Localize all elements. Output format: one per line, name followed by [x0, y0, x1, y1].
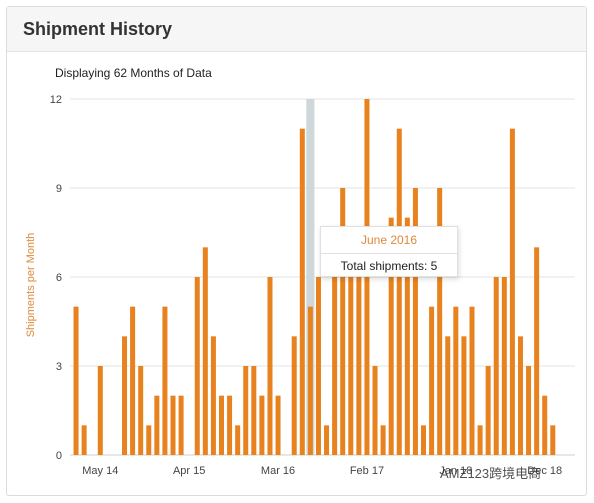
bar	[251, 366, 257, 455]
bar	[122, 336, 128, 455]
bar	[243, 366, 249, 455]
bar	[97, 366, 103, 455]
bar	[469, 306, 475, 455]
bar	[170, 395, 176, 455]
bar	[218, 395, 224, 455]
x-tick-label: Jan 18	[439, 465, 472, 477]
bar	[162, 306, 168, 455]
y-tick-label: 3	[56, 361, 62, 373]
bar	[324, 425, 330, 455]
bar	[291, 336, 297, 455]
hover-highlight	[306, 99, 315, 455]
bar	[526, 366, 532, 455]
bar	[332, 277, 338, 455]
bar	[267, 277, 273, 455]
bar	[259, 395, 265, 455]
chart-tooltip: June 2016 Total shipments: 5	[320, 226, 458, 277]
tooltip-total: Total shipments: 5	[340, 259, 438, 273]
bar	[210, 336, 216, 455]
x-tick-label: Dec 18	[527, 465, 562, 477]
bar	[299, 128, 305, 455]
bar	[73, 306, 79, 455]
tooltip-month: June 2016	[321, 227, 457, 254]
bar	[81, 425, 87, 455]
bar	[315, 277, 321, 455]
bar	[340, 188, 346, 455]
bar	[509, 128, 515, 455]
bar	[437, 188, 443, 455]
bar	[421, 425, 427, 455]
bar	[356, 247, 362, 455]
bar	[396, 128, 402, 455]
x-tick-label: May 14	[82, 465, 118, 477]
bar	[202, 247, 208, 455]
y-tick-label: 12	[50, 94, 62, 106]
bar	[372, 366, 378, 455]
bar	[429, 306, 435, 455]
bar	[130, 306, 136, 455]
card-header: Shipment History	[7, 7, 586, 52]
bar	[477, 425, 483, 455]
bar	[550, 425, 556, 455]
y-axis-title: Shipments per Month	[25, 233, 37, 338]
bar	[307, 306, 313, 455]
y-tick-label: 9	[56, 183, 62, 195]
bar	[493, 277, 499, 455]
bar	[542, 395, 548, 455]
bar	[154, 395, 160, 455]
bar	[364, 99, 370, 455]
x-tick-label: Feb 17	[350, 465, 384, 477]
x-tick-label: Apr 15	[173, 465, 205, 477]
y-tick-label: 6	[56, 272, 62, 284]
bar	[178, 395, 184, 455]
bar	[517, 336, 523, 455]
bar	[485, 366, 491, 455]
panel-title: Shipment History	[23, 19, 173, 39]
bar	[461, 336, 467, 455]
bar	[194, 277, 200, 455]
bar	[453, 306, 459, 455]
bar	[404, 217, 410, 455]
bar	[146, 425, 152, 455]
bar	[412, 188, 418, 455]
bar	[380, 425, 386, 455]
bar	[227, 395, 233, 455]
bar	[534, 247, 540, 455]
bar	[501, 277, 507, 455]
chart-subtitle: Displaying 62 Months of Data	[55, 66, 212, 80]
bar	[138, 366, 144, 455]
bar	[388, 217, 394, 455]
bar	[348, 277, 354, 455]
x-tick-label: Mar 16	[261, 465, 295, 477]
bar	[275, 395, 281, 455]
y-tick-label: 0	[56, 450, 62, 462]
bar	[235, 425, 241, 455]
bar	[445, 336, 451, 455]
watermark-text: AMZ123跨境电商	[440, 466, 542, 481]
